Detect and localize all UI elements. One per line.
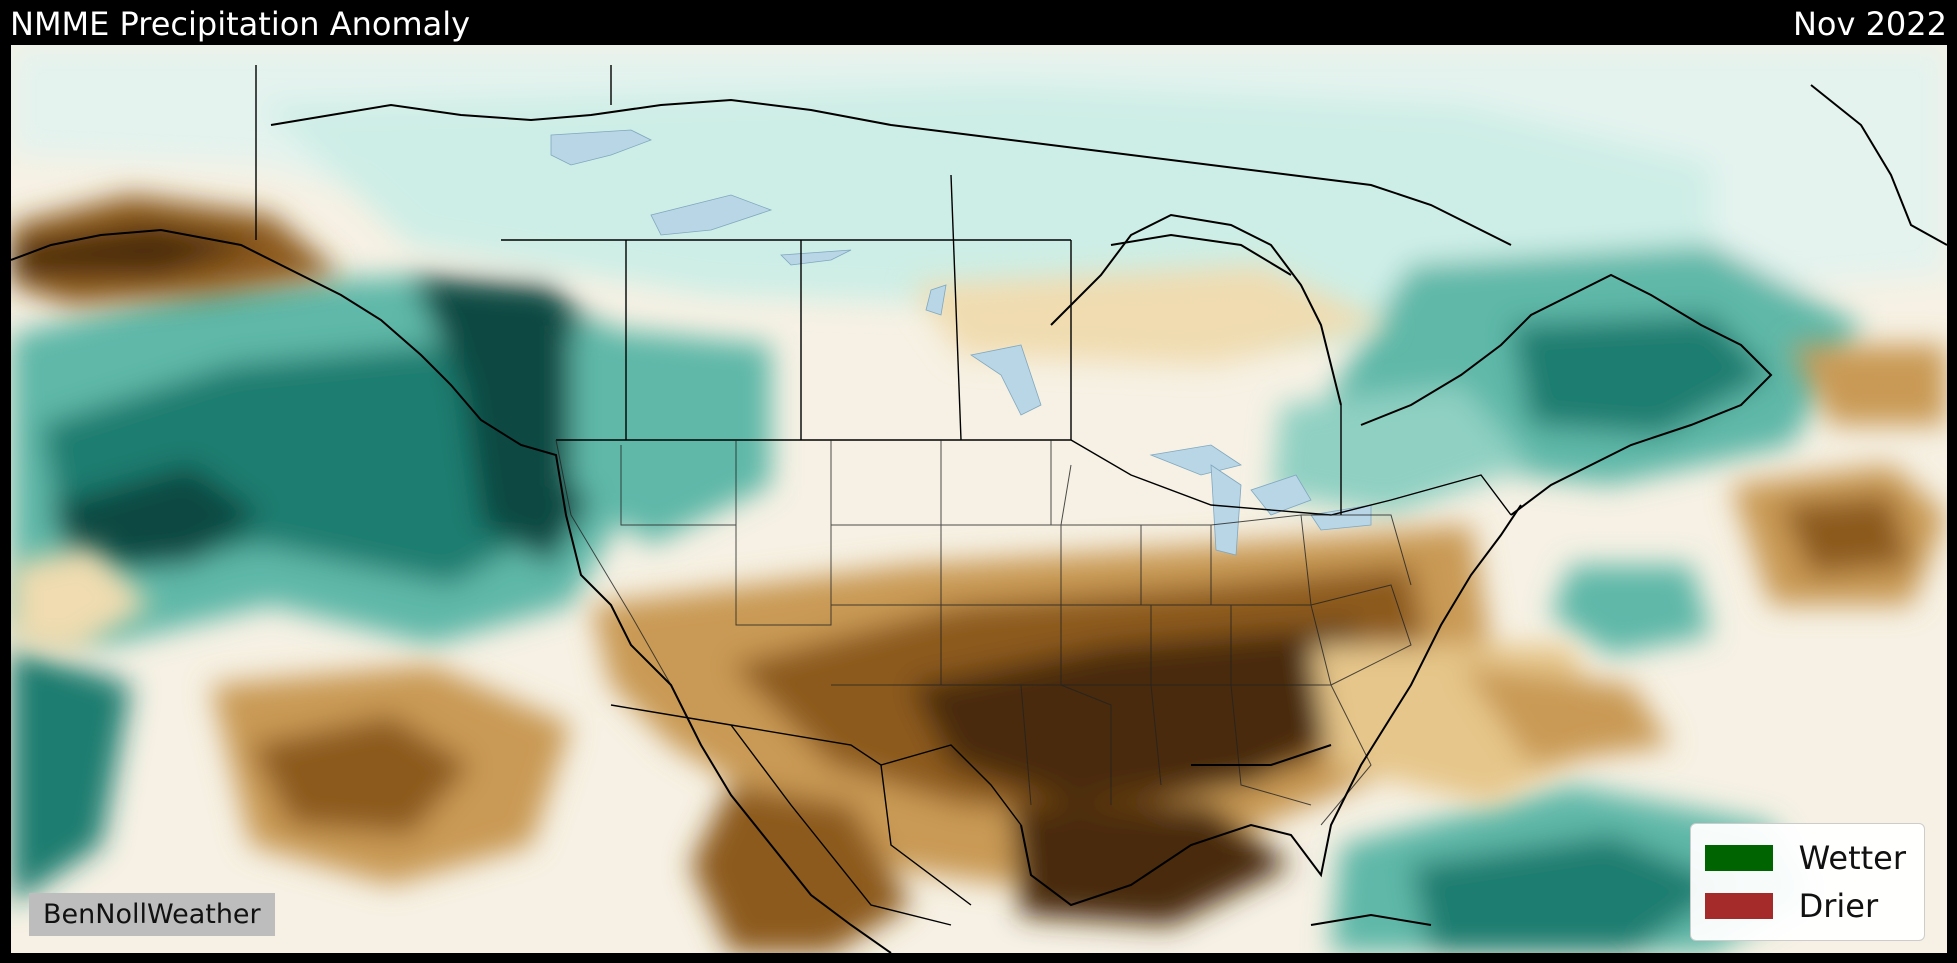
legend-swatch-wetter	[1704, 845, 1773, 871]
map-canvas	[11, 45, 1947, 953]
map-date: Nov 2022	[1792, 5, 1947, 43]
us-state-borders	[555, 439, 1412, 826]
lakes	[550, 129, 1372, 556]
credit-badge: BenNollWeather	[29, 893, 275, 936]
legend-label-drier: Drier	[1798, 887, 1879, 925]
precipitation-anomaly-map: BenNollWeather Wetter Drier	[11, 45, 1947, 953]
coastlines	[11, 84, 1947, 953]
political-borders	[255, 65, 1512, 926]
legend-item-drier: Drier	[1704, 882, 1906, 930]
dry-anomaly-fields	[11, 195, 1947, 953]
legend-item-wetter: Wetter	[1704, 834, 1906, 882]
legend: Wetter Drier	[1689, 823, 1925, 941]
legend-label-wetter: Wetter	[1798, 839, 1906, 877]
map-title: NMME Precipitation Anomaly	[10, 5, 471, 43]
wet-anomaly-fields	[11, 45, 1947, 953]
legend-swatch-drier	[1704, 893, 1773, 919]
